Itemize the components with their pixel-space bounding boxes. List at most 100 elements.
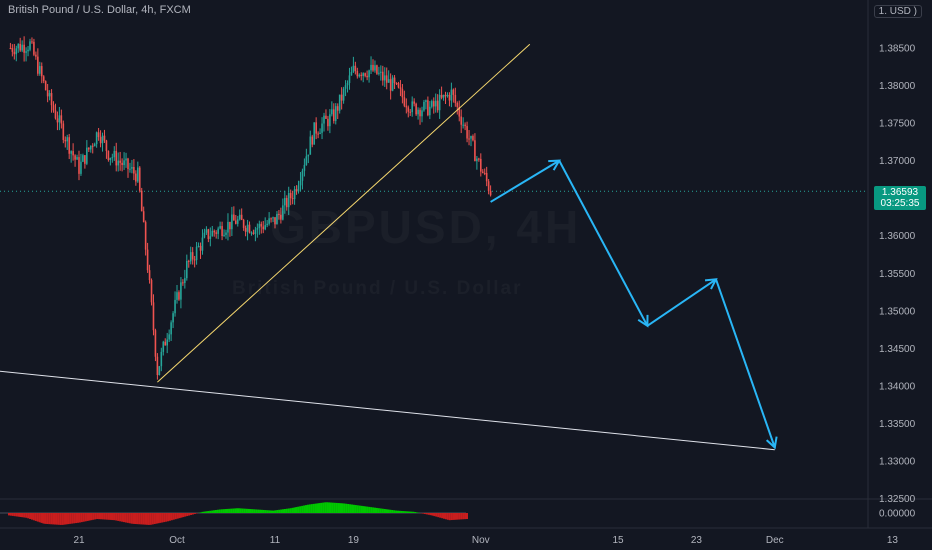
time-axis[interactable]: 21 Oct 11 19 Nov 15 23 Dec 13 <box>73 535 898 546</box>
oscillator-bar <box>165 513 168 522</box>
candle-body <box>325 115 327 119</box>
oscillator-bar <box>351 504 354 513</box>
candle-body <box>156 356 159 376</box>
oscillator-bar <box>299 506 302 513</box>
oscillator-bar <box>92 513 95 520</box>
candle-body <box>229 221 231 230</box>
oscillator-bar <box>237 508 240 513</box>
candle-body <box>115 150 118 166</box>
oscillator-bar <box>387 509 390 513</box>
price-axis[interactable]: 1.38500 1.38000 1.37500 1.37000 1.36000 1.355… <box>867 0 916 528</box>
oscillator-bar <box>226 508 229 513</box>
candle-body <box>29 41 31 50</box>
candle-body <box>403 97 406 106</box>
oscillator-bar <box>25 513 28 518</box>
oscillator-bar <box>441 513 444 519</box>
candle-body <box>162 341 165 352</box>
oscillator-bar <box>182 513 185 518</box>
candle-body <box>389 79 392 91</box>
candle-body <box>385 75 388 83</box>
candle-body <box>376 65 378 74</box>
oscillator-bar <box>456 513 459 520</box>
oscillator-bar <box>36 513 39 522</box>
candle-body <box>82 155 84 162</box>
candle-body <box>117 160 119 166</box>
oscillator-bar <box>157 513 160 524</box>
candle-body <box>242 219 245 228</box>
candle-body <box>483 172 486 174</box>
oscillator-tick-label: 0.00000 <box>879 509 916 520</box>
candle-body <box>427 100 429 116</box>
candle-body <box>297 185 300 192</box>
price-tick-label: 1.38000 <box>879 81 916 92</box>
candle-body <box>21 44 23 51</box>
oscillator-bar <box>356 505 359 513</box>
oscillator-bar <box>140 513 143 525</box>
oscillator-bar <box>23 513 26 518</box>
candle-body <box>278 213 280 215</box>
time-tick-label: 19 <box>348 535 360 546</box>
symbol-title[interactable]: British Pound / U.S. Dollar, 4h, FXCM <box>8 4 191 16</box>
oscillator-bar <box>339 503 342 513</box>
oscillator-bar <box>280 509 283 513</box>
candle-body <box>236 219 239 224</box>
oscillator-bar <box>458 513 461 520</box>
candle-body <box>39 66 41 74</box>
candle-body <box>44 81 47 91</box>
projection-segment <box>715 278 776 448</box>
oscillator-bar <box>397 510 400 513</box>
drawings[interactable] <box>0 43 778 451</box>
oscillator-bar <box>168 513 171 521</box>
candle-body <box>217 228 219 234</box>
candle-body <box>295 189 298 192</box>
oscillator-bar <box>358 505 361 513</box>
currency-badge[interactable]: 1. USD ) <box>873 5 922 18</box>
candle-body <box>178 292 180 300</box>
candle-body <box>405 105 408 108</box>
candle-body <box>472 135 474 141</box>
oscillator-pane: 0.00000 <box>0 502 916 525</box>
price-tick-label: 1.35000 <box>879 306 916 317</box>
oscillator-bar <box>13 513 16 517</box>
candle-body <box>137 167 139 182</box>
oscillator-bar <box>245 508 248 513</box>
candle-body <box>327 118 329 127</box>
candle-body <box>205 229 208 233</box>
oscillator-bar <box>404 511 407 513</box>
candle-body <box>238 214 241 220</box>
candle-body <box>244 227 247 232</box>
oscillator-bar <box>368 506 371 513</box>
oscillator-bar <box>46 513 49 525</box>
oscillator-bar <box>375 507 378 513</box>
candle-body <box>352 65 355 72</box>
oscillator-bar <box>460 513 463 520</box>
oscillator-bar <box>293 507 296 513</box>
oscillator-bar <box>306 504 309 513</box>
candle-body <box>266 223 268 226</box>
oscillator-bar <box>443 513 446 519</box>
oscillator-bar <box>278 509 281 513</box>
candle-body <box>356 71 359 77</box>
candle-body <box>372 64 374 71</box>
candle-body <box>121 162 123 166</box>
projection-arrowhead <box>765 436 778 450</box>
oscillator-bar <box>209 510 212 513</box>
price-tick-label: 1.36000 <box>879 231 916 242</box>
candle-body <box>42 76 45 82</box>
candle-body <box>309 136 312 155</box>
oscillator-bar <box>241 508 244 513</box>
candle-body <box>299 180 302 186</box>
oscillator-bar <box>318 503 321 513</box>
candle-body <box>362 73 364 77</box>
oscillator-bar <box>402 511 405 513</box>
candle-body <box>301 170 304 181</box>
candle-body <box>444 94 447 97</box>
candle-body <box>13 51 16 55</box>
candle-body <box>223 234 225 236</box>
candle-body <box>107 150 110 161</box>
oscillator-bar <box>427 513 430 515</box>
candle-body <box>434 100 437 107</box>
oscillator-bar <box>75 513 78 524</box>
oscillator-bar <box>377 508 380 513</box>
